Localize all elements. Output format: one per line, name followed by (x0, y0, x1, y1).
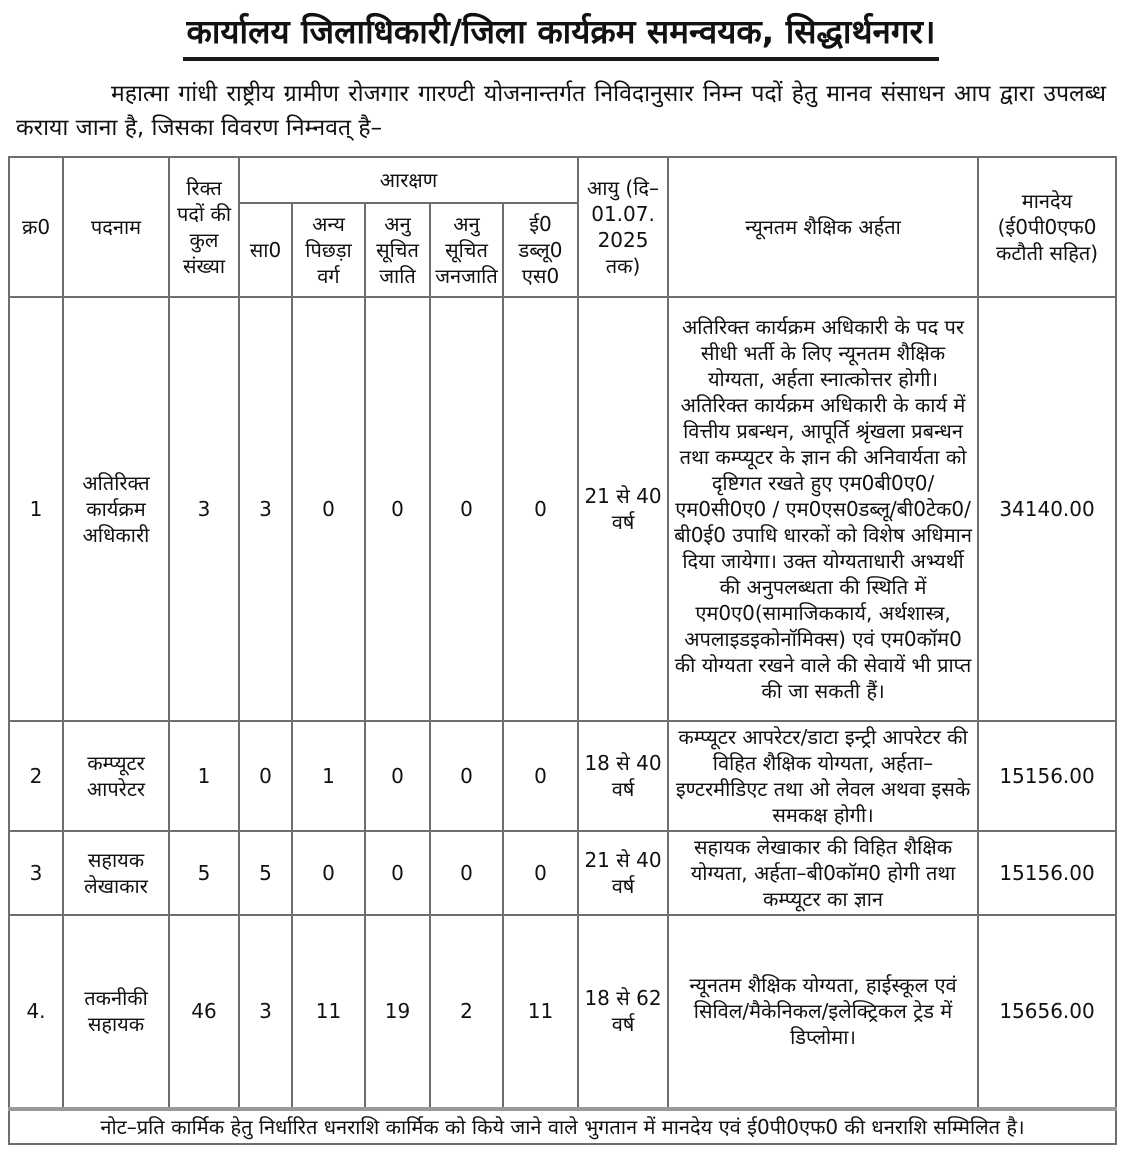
row1-gen: 3 (238, 295, 293, 722)
row3-vacancies: 5 (168, 829, 240, 916)
table-note-row: नोट–प्रति कार्मिक हेतु निर्धारित धनराशि … (7, 1106, 1118, 1145)
header-post-name: पदनाम (62, 155, 170, 298)
row2-honorarium: 15156.00 (977, 719, 1118, 832)
row1-qualification: अतिरिक्त कार्यक्रम अधिकारी के पद पर सीधी… (667, 295, 980, 722)
row2-qualification: कम्प्यूटर आपरेटर/डाटा इन्ट्री आपरेटर की … (667, 719, 980, 832)
row2-gen: 0 (238, 719, 293, 832)
header-age: आयु (दि– 01.07. 2025 तक) (577, 155, 670, 298)
row1-vacancies: 3 (168, 295, 240, 722)
header-serial: क्र0 (8, 155, 64, 298)
intro-paragraph: महात्मा गांधी राष्ट्रीय ग्रामीण रोजगार ग… (16, 80, 1106, 142)
row2-age: 18 से 40 वर्ष (577, 719, 670, 832)
row4-qualification: न्यूनतम शैक्षिक योग्यता, हाईस्कूल एवं सि… (667, 913, 980, 1110)
row4-st: 2 (429, 913, 504, 1110)
page-title: कार्यालय जिलाधिकारी/जिला कार्यक्रम समन्व… (0, 12, 1122, 61)
row4-ews: 11 (501, 913, 580, 1110)
row1-serial: 1 (8, 295, 64, 722)
row1-st: 0 (429, 295, 504, 722)
row2-vacancies: 1 (168, 719, 240, 832)
row1-ews: 0 (501, 295, 580, 722)
row1-post: अतिरिक्त कार्यक्रम अधिकारी (62, 295, 170, 722)
header-general: सा0 (238, 201, 293, 298)
header-total-vacancies: रिक्त पदों की कुल संख्या (168, 155, 240, 298)
row3-age: 21 से 40 वर्ष (577, 829, 670, 916)
row2-sc: 0 (364, 719, 431, 832)
row3-st: 0 (429, 829, 504, 916)
row2-obc: 1 (291, 719, 366, 832)
table-row: 3 सहायक लेखाकार 5 5 0 0 0 0 21 से 40 वर्… (8, 829, 1118, 916)
table-row: 2 कम्प्यूटर आपरेटर 1 0 1 0 0 0 18 से 40 … (8, 719, 1118, 832)
page-title-text: कार्यालय जिलाधिकारी/जिला कार्यक्रम समन्व… (182, 12, 940, 61)
row4-obc: 11 (291, 913, 366, 1110)
header-honorarium: मानदेय (ई0पी0एफ0 कटौती सहित) (977, 155, 1118, 298)
row4-gen: 3 (238, 913, 293, 1110)
row1-sc: 0 (364, 295, 431, 722)
row1-honorarium: 34140.00 (977, 295, 1118, 722)
row4-sc: 19 (364, 913, 431, 1110)
header-qualification: न्यूनतम शैक्षिक अर्हता (667, 155, 980, 298)
table-row: 4. तकनीकी सहायक 46 3 11 19 2 11 18 से 62… (8, 913, 1118, 1110)
row2-ews: 0 (501, 719, 580, 832)
row3-post: सहायक लेखाकार (62, 829, 170, 916)
row2-post: कम्प्यूटर आपरेटर (62, 719, 170, 832)
row3-obc: 0 (291, 829, 366, 916)
row4-post: तकनीकी सहायक (62, 913, 170, 1110)
row2-st: 0 (429, 719, 504, 832)
row4-serial: 4. (8, 913, 64, 1110)
table-row: 1 अतिरिक्त कार्यक्रम अधिकारी 3 3 0 0 0 0… (8, 295, 1118, 722)
footer-note: नोट–प्रति कार्मिक हेतु निर्धारित धनराशि … (7, 1106, 1118, 1145)
header-ews: ई0 डब्लू0 एस0 (501, 201, 580, 298)
row2-serial: 2 (8, 719, 64, 832)
row3-sc: 0 (364, 829, 431, 916)
row4-age: 18 से 62 वर्ष (577, 913, 670, 1110)
vacancy-table: क्र0 पदनाम रिक्त पदों की कुल संख्या आरक्… (7, 155, 1118, 1145)
row4-vacancies: 46 (168, 913, 240, 1110)
row3-honorarium: 15156.00 (977, 829, 1118, 916)
row1-age: 21 से 40 वर्ष (577, 295, 670, 722)
header-sc: अनु सूचित जाति (364, 201, 431, 298)
header-st: अनु सूचित जनजाति (429, 201, 504, 298)
row3-qualification: सहायक लेखाकार की विहित शैक्षिक योग्यता, … (667, 829, 980, 916)
row3-serial: 3 (8, 829, 64, 916)
row4-honorarium: 15656.00 (977, 913, 1118, 1110)
row3-gen: 5 (238, 829, 293, 916)
row3-ews: 0 (501, 829, 580, 916)
header-reservation-group: आरक्षण (237, 155, 580, 204)
row1-obc: 0 (291, 295, 366, 722)
header-obc: अन्य पिछड़ा वर्ग (291, 201, 366, 298)
